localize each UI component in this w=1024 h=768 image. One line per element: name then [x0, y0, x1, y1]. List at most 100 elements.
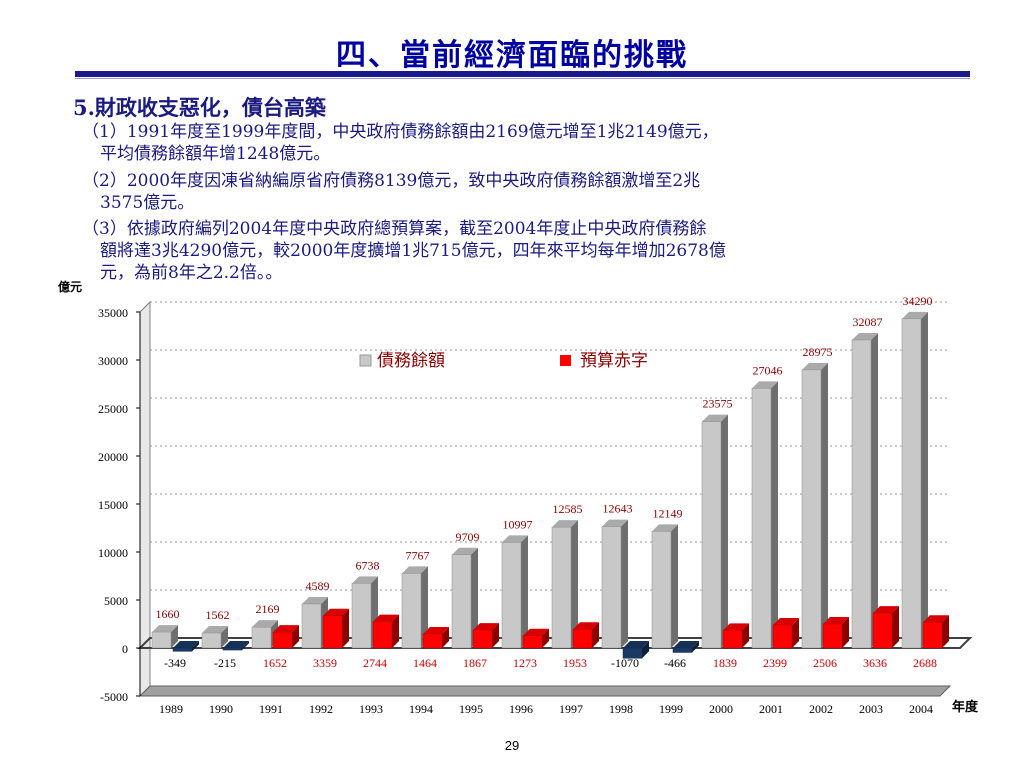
debt-bar-top — [702, 414, 728, 422]
deficit-bar-side — [392, 614, 399, 648]
debt-bar-side — [171, 625, 178, 648]
debt-bar-side — [721, 414, 728, 648]
deficit-bar-side — [692, 641, 699, 653]
deficit-bar-side — [442, 626, 449, 648]
deficit-bar-top — [723, 623, 749, 631]
deficit-value-label: -349 — [164, 656, 186, 670]
paragraph-3-line-3: 元，為前8年之2.2倍。。 — [100, 263, 283, 283]
debt-bar-side — [921, 311, 928, 648]
deficit-bar — [572, 629, 593, 649]
deficit-bar-side — [642, 641, 649, 659]
debt-value-label: 1660 — [156, 607, 180, 621]
paragraph-2: （2）2000年度因凍省納編原省府債務8139億元，致中央政府債務餘額激增至2兆… — [82, 170, 982, 214]
debt-value-label: 12643 — [603, 502, 633, 516]
paragraph-2-line-1: （2）2000年度因凍省納編原省府債務8139億元，致中央政府債務餘額激增至2兆 — [82, 171, 701, 191]
deficit-value-label: 2506 — [813, 656, 837, 670]
deficit-value-label: 1839 — [713, 656, 737, 670]
debt-bar — [551, 526, 572, 649]
section-heading: 5.財政收支惡化，債台高築 — [73, 95, 326, 120]
y-tick-label: 20000 — [98, 450, 128, 464]
deficit-bar-top — [173, 641, 199, 648]
legend-label-deficit: 預算赤字 — [580, 351, 648, 371]
chart-left-wall — [139, 300, 151, 698]
debt-bar-top — [652, 524, 678, 532]
debt-value-label: 23575 — [703, 397, 733, 411]
debt-value-label: 2169 — [256, 602, 280, 616]
deficit-value-label: 2688 — [913, 656, 937, 670]
paragraph-1-line-2: 平均債務餘額年增1248億元。 — [100, 144, 331, 164]
deficit-bar-top — [823, 616, 849, 624]
deficit-bar — [222, 647, 243, 651]
debt-bar-top — [902, 311, 928, 319]
deficit-value-label: 2744 — [363, 656, 387, 670]
debt-bar — [151, 631, 172, 649]
debt-value-label: 7767 — [406, 548, 430, 562]
debt-bar-side — [871, 332, 878, 648]
debt-bar — [401, 573, 422, 649]
debt-bar — [701, 421, 722, 649]
legend-swatch-deficit — [560, 355, 571, 366]
debt-bar-top — [152, 625, 178, 633]
x-tick-label: 1992 — [309, 702, 333, 716]
deficit-bar — [422, 633, 443, 649]
x-tick-label: 1991 — [259, 702, 283, 716]
debt-bar-top — [852, 332, 878, 340]
y-tick-label: 30000 — [98, 354, 128, 368]
x-tick-label: 2002 — [809, 702, 833, 716]
debt-value-label: 4589 — [306, 579, 330, 593]
deficit-bar-side — [492, 623, 499, 648]
deficit-value-label: 1867 — [463, 656, 487, 670]
debt-bar — [251, 626, 272, 649]
debt-bar-top — [602, 519, 628, 527]
paragraph-2-line-2: 3575億元。 — [100, 193, 195, 213]
debt-bar-top — [402, 566, 428, 574]
debt-bar — [901, 318, 922, 649]
debt-bar-top — [452, 547, 478, 555]
x-tick-label: 1995 — [459, 702, 483, 716]
debt-value-label: 6738 — [356, 558, 380, 572]
debt-value-label: 12149 — [653, 506, 683, 520]
debt-bar-side — [471, 547, 478, 648]
debt-bar-side — [671, 524, 678, 648]
paragraph-1-line-1: （1）1991年度至1999年度間，中央政府債務餘額由2169億元增至1兆214… — [82, 122, 719, 142]
deficit-bar-side — [292, 625, 299, 648]
deficit-bar-top — [523, 628, 549, 636]
deficit-bar-side — [742, 623, 749, 648]
debt-bar-side — [821, 362, 828, 648]
deficit-value-label: 1953 — [563, 656, 587, 670]
deficit-bar — [922, 621, 943, 649]
x-tick-label: 1994 — [409, 702, 433, 716]
debt-bar-top — [502, 535, 528, 543]
deficit-bar — [522, 635, 543, 649]
deficit-bar — [872, 612, 893, 649]
debt-deficit-bar-chart: 35000 30000 25000 20000 15000 10000 5000 0 -5000… — [58, 279, 979, 716]
deficit-bar-side — [342, 608, 349, 648]
debt-bar — [351, 583, 372, 649]
y-tick-label: -5000 — [100, 690, 128, 704]
debt-bar-side — [571, 520, 578, 648]
deficit-bar — [772, 624, 793, 649]
debt-bar-side — [521, 535, 528, 648]
deficit-bar-top — [573, 622, 599, 630]
debt-bar-top — [552, 520, 578, 528]
deficit-value-label: -466 — [664, 656, 686, 670]
deficit-value-label: 3636 — [863, 656, 887, 670]
paragraph-3-line-1: （3）依據政府編列2004年度中央政府總預算案，截至2004年度止中央政府債務餘 — [82, 219, 707, 239]
debt-value-label: 12585 — [553, 502, 583, 516]
debt-bar — [801, 369, 822, 649]
deficit-bar-top — [223, 641, 249, 648]
debt-bar — [451, 554, 472, 649]
debt-bar-top — [202, 626, 228, 634]
x-tick-label: 1996 — [509, 702, 533, 716]
debt-bar — [501, 542, 522, 649]
y-tick-label: 35000 — [98, 306, 128, 320]
deficit-bar-side — [942, 615, 949, 648]
deficit-bar-top — [423, 626, 449, 634]
debt-value-label: 9709 — [456, 530, 480, 544]
deficit-bar-side — [242, 641, 249, 651]
debt-bar-side — [421, 566, 428, 648]
debt-bar-side — [221, 626, 228, 648]
legend-swatch-debt — [359, 354, 372, 367]
debt-bar-top — [252, 620, 278, 628]
deficit-bar — [322, 615, 343, 649]
